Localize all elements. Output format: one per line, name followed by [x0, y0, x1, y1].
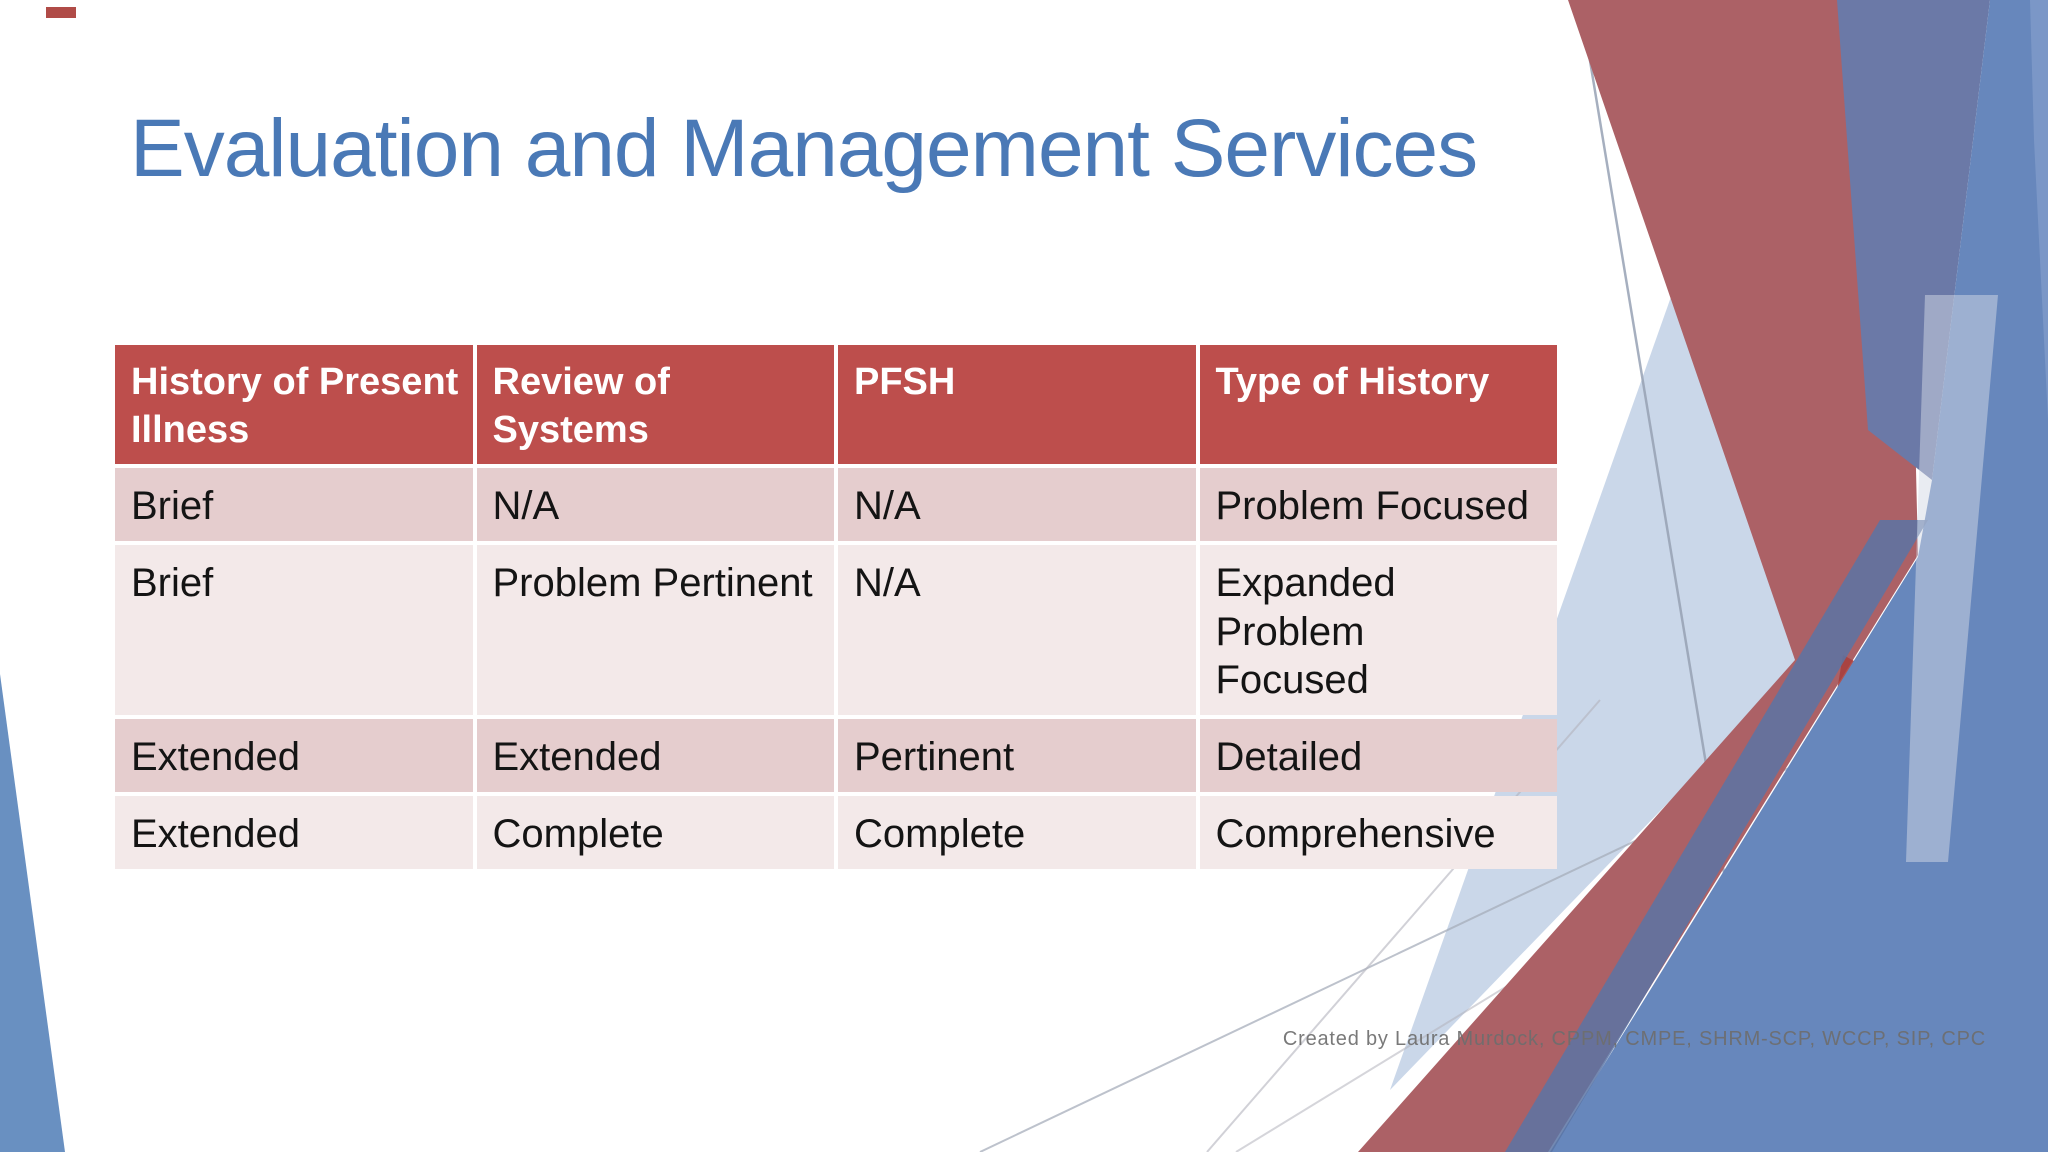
decorative-bright-blue-sliver — [2030, 0, 2048, 420]
decorative-red-band — [1358, 0, 1918, 1152]
cell: N/A — [476, 468, 834, 541]
cell: Complete — [476, 795, 834, 869]
cell: Extended — [115, 795, 473, 869]
cell: Extended — [476, 719, 834, 792]
header-cell-hpi: History of Present Illness — [115, 345, 473, 464]
cell: Comprehensive — [1199, 795, 1557, 869]
cell: Problem Pertinent — [476, 544, 834, 716]
slide-footer-credit: Created by Laura Murdock, CPPM, CMPE, SH… — [1282, 1028, 1986, 1050]
history-levels-table: History of Present Illness Review of Sys… — [111, 341, 1561, 873]
cell: Extended — [115, 719, 473, 792]
header-cell-type: Type of History — [1199, 345, 1557, 464]
decorative-left-blue-wedge — [0, 674, 65, 1152]
table-header-row: History of Present Illness Review of Sys… — [115, 345, 1557, 464]
cell: Brief — [115, 468, 473, 541]
decorative-blue-overlap-sliver — [1505, 520, 1928, 1152]
header-cell-pfsh: PFSH — [838, 345, 1196, 464]
decorative-slate-overlap — [1837, 0, 1990, 480]
cell: Expanded Problem Focused — [1199, 544, 1557, 716]
decorative-pale-streak — [1906, 295, 1998, 862]
table-row: Brief N/A N/A Problem Focused — [115, 468, 1557, 541]
table-row: Extended Complete Complete Comprehensive — [115, 795, 1557, 869]
cell: Detailed — [1199, 719, 1557, 792]
cell: N/A — [838, 544, 1196, 716]
cell: Pertinent — [838, 719, 1196, 792]
cell: Problem Focused — [1199, 468, 1557, 541]
cell: N/A — [838, 468, 1196, 541]
corner-accent-bar — [46, 7, 76, 18]
cell: Brief — [115, 544, 473, 716]
slide-title: Evaluation and Management Services — [130, 103, 1478, 194]
table-row: Brief Problem Pertinent N/A Expanded Pro… — [115, 544, 1557, 716]
table-row: Extended Extended Pertinent Detailed — [115, 719, 1557, 792]
decorative-blue-band — [1550, 0, 2048, 1152]
cell: Complete — [838, 795, 1196, 869]
header-cell-ros: Review of Systems — [476, 345, 834, 464]
